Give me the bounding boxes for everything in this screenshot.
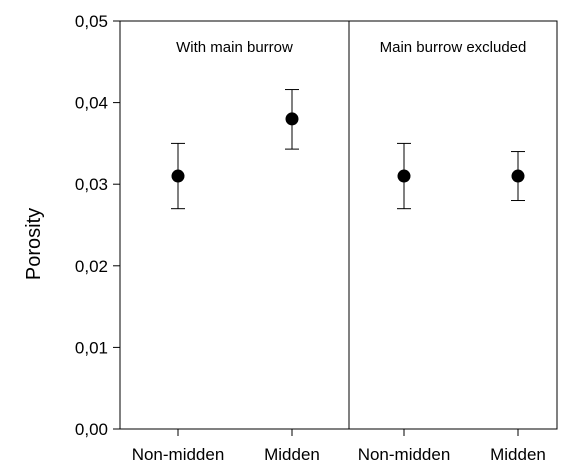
y-axis-ticks: 0,00 0,01 0,02 0,03 0,04 0,05 — [75, 12, 120, 439]
data-point — [511, 169, 525, 183]
x-tick-label: Non-midden — [358, 445, 451, 464]
data-point — [397, 169, 411, 183]
y-axis-title: Porosity — [23, 208, 45, 280]
panel-1: With main burrow Non-midden Midden — [132, 39, 320, 464]
y-tick-label: 0,05 — [75, 12, 108, 31]
panel-title: Main burrow excluded — [380, 39, 527, 56]
panel-2: Main burrow excluded Non-midden Midden — [358, 39, 546, 464]
x-tick-label: Midden — [264, 445, 320, 464]
x-tick-label: Non-midden — [132, 445, 225, 464]
panel-title: With main burrow — [176, 39, 293, 56]
y-tick-label: 0,04 — [75, 94, 108, 113]
data-point — [171, 169, 185, 183]
y-tick-label: 0,03 — [75, 175, 108, 194]
y-tick-label: 0,02 — [75, 257, 108, 276]
y-tick-label: 0,01 — [75, 338, 108, 357]
plot-frame — [119, 20, 558, 430]
plot-border — [119, 20, 558, 430]
x-tick-label: Midden — [490, 445, 546, 464]
y-tick-label: 0,00 — [75, 420, 108, 439]
data-point — [285, 112, 299, 126]
